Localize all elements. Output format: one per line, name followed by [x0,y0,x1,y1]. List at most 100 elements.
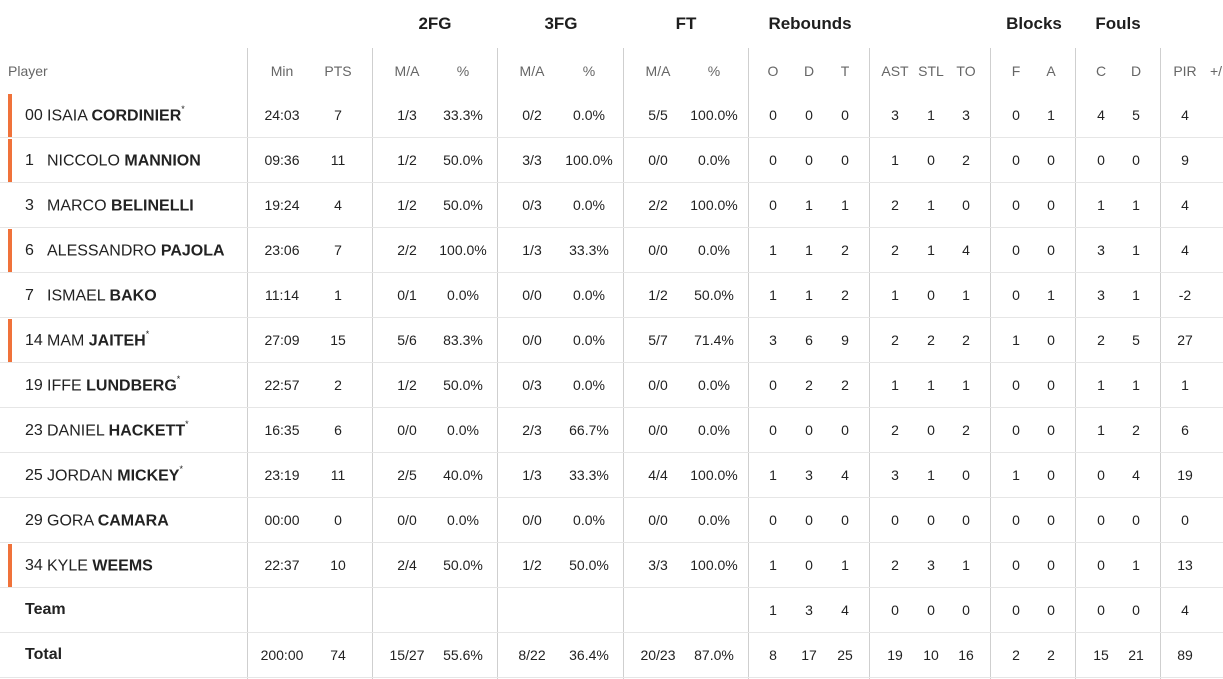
cell-fg2-pct: 0.0% [447,422,479,438]
player-name-link[interactable]: 19 IFFE LUNDBERG* [25,374,181,395]
player-name-link[interactable]: 00 ISAIA CORDINIER* [25,104,185,125]
cell-fd: 1 [1132,377,1140,393]
player-row[interactable]: 3 MARCO BELINELLI 19:24 4 1/2 50.0% 0/3 0.0% 2/2… [0,183,1223,228]
col-header-foul-c[interactable]: C [1095,63,1107,79]
player-name-link[interactable]: 7 ISMAEL BAKO [25,286,157,305]
player-last-name: HACKETT [108,422,186,440]
cell-to: 0 [962,512,970,528]
cell-ast: 19 [887,647,903,663]
player-name-link[interactable]: 6 ALESSANDRO PAJOLA [25,241,225,260]
cell-to: 1 [962,557,970,573]
cell-fg2-pct: 40.0% [443,467,483,483]
player-row[interactable]: 25 JORDAN MICKEY* 23:19 11 2/5 40.0% 1/3 33.3% 4… [0,453,1223,498]
player-first-name: ISMAEL [47,287,106,305]
col-header-pts[interactable]: PTS [324,63,352,79]
cell-fd: 5 [1132,107,1140,123]
col-header-ft-ma[interactable]: M/A [645,63,671,79]
col-header-3fg-pct[interactable]: % [582,63,596,79]
team-row: Team 1 3 4 0 0 0 0 0 0 0 4 [0,588,1223,633]
player-row[interactable]: 6 ALESSANDRO PAJOLA 23:06 7 2/2 100.0% 1/3 33.3… [0,228,1223,273]
player-first-name: JORDAN [47,467,113,485]
col-header-pir[interactable]: PIR [1173,63,1197,79]
player-last-name: LUNDBERG [86,377,177,395]
cell-ft-pct: 50.0% [694,287,734,303]
col-header-ft-pct[interactable]: % [707,63,721,79]
col-header-to[interactable]: TO [956,63,976,79]
player-row[interactable]: 34 KYLE WEEMS 22:37 10 2/4 50.0% 1/2 50.0% 3/3 10… [0,543,1223,588]
player-first-name: ISAIA [47,107,88,125]
player-row[interactable]: 19 IFFE LUNDBERG* 22:57 2 1/2 50.0% 0/3 0.0% 0/0… [0,363,1223,408]
player-name-link[interactable]: 1 NICCOLO MANNION [25,151,201,170]
cell-bf: 0 [1012,512,1020,528]
player-name-link[interactable]: 29 GORA CAMARA [25,511,169,530]
col-header-player[interactable]: Player [8,63,48,79]
player-row[interactable]: 29 GORA CAMARA 00:00 0 0/0 0.0% 0/0 0.0% 0/0 0.0%… [0,498,1223,543]
col-header-t[interactable]: T [840,63,850,79]
col-header-stl[interactable]: STL [918,63,944,79]
col-header-o[interactable]: O [767,63,779,79]
player-row[interactable]: 14 MAM JAITEH* 27:09 15 5/6 83.3% 0/0 0.0% 5/7 71… [0,318,1223,363]
cell-stl: 1 [927,197,935,213]
cell-fd: 0 [1132,602,1140,618]
player-row[interactable]: 00 ISAIA CORDINIER* 24:03 7 1/3 33.3% 0/2 0.0% 5… [0,93,1223,138]
player-first-name: DANIEL [47,422,105,440]
cell-min: 200:00 [260,647,304,663]
cell-to: 0 [962,467,970,483]
cell-min: 11:14 [265,287,299,303]
cell-ba: 1 [1047,287,1055,303]
player-last-name: PAJOLA [160,242,225,260]
col-header-3fg-ma[interactable]: M/A [519,63,545,79]
cell-ft-pct: 0.0% [698,377,730,393]
cell-ba: 0 [1047,332,1055,348]
cell-fg2-ma: 1/3 [397,107,417,123]
cell-bf: 0 [1012,422,1020,438]
cell-pir: 6 [1181,422,1189,438]
player-name-link[interactable]: 3 MARCO BELINELLI [25,196,194,215]
player-row[interactable]: 1 NICCOLO MANNION 09:36 11 1/2 50.0% 3/3 100.0%… [0,138,1223,183]
col-header-min[interactable]: Min [270,63,294,79]
player-last-name: BAKO [109,287,157,305]
player-row[interactable]: 23 DANIEL HACKETT* 16:35 6 0/0 0.0% 2/3 66.7% 0/… [0,408,1223,453]
cell-fc: 15 [1093,647,1109,663]
col-header-2fg-ma[interactable]: M/A [394,63,420,79]
cell-to: 16 [958,647,974,663]
cell-min: 24:03 [264,107,300,123]
player-mark: * [176,374,181,384]
player-name-link[interactable]: 25 JORDAN MICKEY* [25,464,183,485]
cell-fg2-ma: 1/2 [397,152,417,168]
cell-d: 1 [805,242,813,258]
cell-ba: 0 [1047,197,1055,213]
col-header-2fg-pct[interactable]: % [456,63,470,79]
cell-pir: 4 [1181,197,1189,213]
cell-fc: 3 [1097,242,1105,258]
cell-bf: 0 [1012,242,1020,258]
cell-stl: 3 [927,557,935,573]
cell-ft-pct: 100.0% [690,557,738,573]
col-header-foul-d[interactable]: D [1130,63,1142,79]
cell-fg2-ma: 2/5 [397,467,417,483]
cell-ast: 1 [891,287,899,303]
column-divider [1160,48,1161,679]
col-header-ast[interactable]: AST [881,63,909,79]
col-header-blk-f[interactable]: F [1011,63,1021,79]
cell-ft-pct: 100.0% [690,467,738,483]
col-header-plus-minus[interactable]: +/ [1210,63,1223,79]
cell-pir: 4 [1181,602,1189,618]
cell-t: 2 [841,242,849,258]
col-header-blk-a[interactable]: A [1046,63,1056,79]
player-row[interactable]: 7 ISMAEL BAKO 11:14 1 0/1 0.0% 0/0 0.0% 1/2 50.0%… [0,273,1223,318]
cell-fd: 1 [1132,197,1140,213]
cell-fg3-ma: 0/0 [522,332,542,348]
cell-t: 1 [841,557,849,573]
player-name-link[interactable]: 14 MAM JAITEH* [25,329,149,350]
player-name-link[interactable]: 23 DANIEL HACKETT* [25,419,189,440]
player-name-link[interactable]: 34 KYLE WEEMS [25,556,153,575]
col-header-d[interactable]: D [803,63,815,79]
cell-bf: 0 [1012,602,1020,618]
cell-ft-ma: 4/4 [648,467,668,483]
cell-to: 1 [962,287,970,303]
cell-pts: 7 [334,107,342,123]
cell-ast: 2 [891,197,899,213]
cell-fc: 0 [1097,602,1105,618]
cell-pir: 89 [1177,647,1193,663]
